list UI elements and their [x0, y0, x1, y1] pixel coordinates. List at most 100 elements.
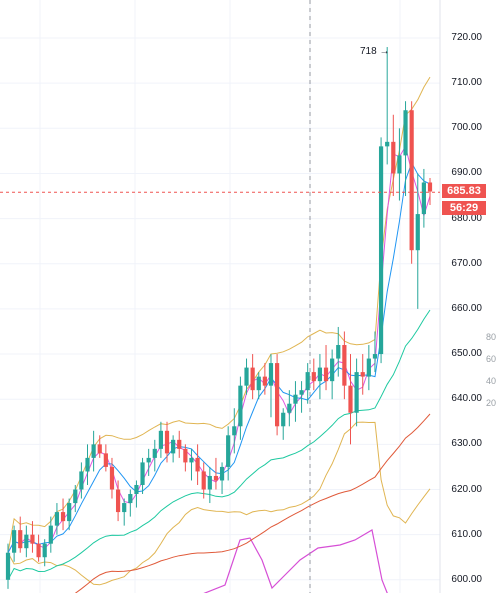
peak-marker-label: 718 → — [360, 46, 390, 58]
candle-body — [146, 457, 151, 463]
candle-body — [97, 444, 102, 454]
candle — [366, 345, 371, 391]
candle-body — [330, 358, 335, 382]
oscillator-axis-label: 20 — [486, 398, 496, 408]
candle-body — [409, 110, 414, 251]
candle-body — [348, 385, 353, 413]
candle-body — [299, 390, 304, 395]
candle — [103, 444, 108, 472]
candle — [48, 516, 53, 553]
candle — [183, 444, 188, 472]
candle-body — [244, 367, 249, 386]
indicator-lines — [7, 76, 431, 593]
candle — [403, 101, 408, 197]
candle — [97, 435, 102, 458]
candle — [397, 128, 402, 201]
oscillator-path — [203, 529, 388, 593]
candle — [152, 439, 157, 472]
candle — [391, 114, 396, 197]
candle-body — [171, 439, 176, 454]
oscillator-axis-label: 80 — [486, 332, 496, 342]
candle — [409, 101, 414, 264]
oscillator-line — [203, 529, 388, 593]
candle — [12, 525, 17, 562]
candle — [415, 173, 420, 309]
candle — [250, 354, 255, 400]
candle-body — [115, 489, 121, 513]
candle-body — [281, 412, 286, 427]
candle — [85, 444, 90, 485]
oscillator-axis-label: 60 — [486, 354, 496, 364]
candle-body — [226, 435, 231, 467]
candle — [238, 376, 243, 440]
candle — [42, 539, 47, 567]
price-axis-label: 720.00 — [451, 32, 482, 43]
candlestick-series — [5, 47, 433, 589]
candle-body — [134, 484, 139, 495]
candle-body — [201, 471, 206, 490]
candle-body — [238, 385, 243, 427]
candle — [342, 331, 347, 400]
candle-body — [183, 448, 188, 463]
candle — [213, 457, 219, 490]
candle-body — [372, 354, 378, 359]
bollinger-upper-line — [7, 76, 431, 553]
candle — [18, 516, 23, 553]
candle-body — [342, 345, 347, 386]
candle — [244, 358, 249, 395]
candle — [385, 47, 390, 165]
candle — [189, 448, 194, 481]
candle-body — [360, 372, 365, 377]
price-axis-label: 690.00 — [451, 167, 482, 179]
candle-body — [385, 141, 390, 147]
candle-body — [12, 530, 17, 553]
ma-slow-line — [7, 309, 431, 581]
candle-body — [378, 146, 384, 355]
candle-body — [54, 512, 60, 526]
candle — [311, 358, 316, 391]
candle-body — [268, 363, 274, 386]
candle — [91, 430, 96, 472]
candle — [219, 462, 225, 495]
candle — [195, 444, 200, 485]
last-price-tag: 685.83 — [442, 184, 486, 199]
candle-body — [287, 403, 292, 413]
candle-body — [354, 372, 359, 413]
candle-body — [91, 444, 96, 458]
candle-body — [323, 367, 329, 382]
candle-body — [30, 534, 35, 544]
crosshair-overlay — [0, 0, 440, 593]
candle — [299, 381, 304, 413]
candle — [73, 484, 78, 513]
candle-body — [391, 141, 396, 174]
candle-body — [109, 466, 115, 490]
candle — [232, 408, 237, 454]
candle-body — [67, 503, 72, 522]
candle — [207, 466, 212, 504]
candle — [262, 363, 267, 395]
candle — [378, 137, 384, 364]
candle-body — [48, 525, 53, 544]
candle — [122, 498, 127, 526]
price-axis-label: 710.00 — [451, 77, 482, 89]
candle-body — [305, 372, 310, 391]
candle-body — [397, 155, 402, 174]
peak-marker-value: 718 — [360, 46, 377, 58]
price-axis-label: 640.00 — [451, 393, 482, 405]
candle-body — [317, 367, 323, 382]
price-axis-label: 670.00 — [451, 257, 482, 269]
candle-body — [275, 363, 280, 427]
candle — [336, 326, 341, 377]
candle — [24, 525, 29, 558]
candle-body — [60, 512, 66, 522]
candle — [5, 543, 11, 589]
price-axis-label: 660.00 — [451, 302, 482, 314]
candle-body — [219, 466, 225, 481]
candle — [348, 354, 353, 445]
candle — [128, 489, 133, 517]
price-axis-label: 630.00 — [451, 438, 482, 450]
candle — [115, 480, 121, 522]
candle — [134, 480, 139, 508]
candle-body — [250, 367, 255, 391]
